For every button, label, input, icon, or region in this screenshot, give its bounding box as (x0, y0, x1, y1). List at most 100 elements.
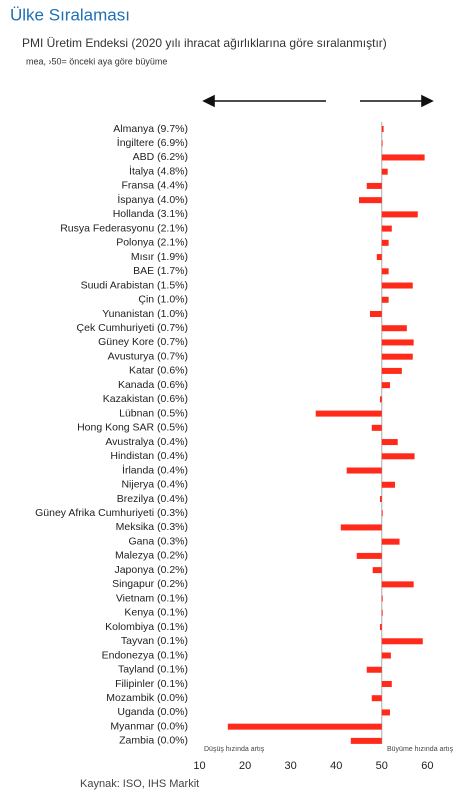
bar (356, 552, 382, 559)
y-tick-label: Lübnan (0.5%) (119, 407, 188, 419)
source: Kaynak: ISO, IHS Markit (80, 778, 199, 790)
y-tick-label: BAE (1.7%) (133, 265, 188, 277)
bar (381, 382, 390, 389)
y-tick-label: Avustralya (0.4%) (105, 436, 188, 448)
y-tick-label: Tayland (0.1%) (118, 664, 188, 676)
bar (350, 737, 382, 744)
y-tick-label: İspanya (4.0%) (117, 193, 188, 206)
bar (381, 296, 389, 303)
y-tick-label: Suudi Arabistan (1.5%) (81, 279, 188, 291)
bar (381, 268, 389, 275)
y-tick-label: Hindistan (0.4%) (110, 450, 188, 462)
y-tick-label: Nijerya (0.4%) (121, 479, 188, 491)
y-tick-label: İtalya (4.8%) (129, 164, 188, 177)
bar (381, 638, 423, 645)
bar (381, 680, 392, 687)
bar (381, 140, 383, 147)
y-tick-label: Rusya Federasyonu (2.1%) (60, 222, 188, 234)
bar (381, 154, 425, 161)
y-tick-label: İngiltere (6.9%) (117, 136, 188, 149)
y-tick-label: Kanada (0.6%) (118, 379, 188, 391)
bar (381, 126, 384, 132)
y-tick-label: Tayvan (0.1%) (121, 635, 188, 647)
y-tick-label: Filipinler (0.1%) (115, 678, 188, 690)
y-tick-label: Polonya (2.1%) (116, 237, 188, 249)
bar (315, 410, 382, 417)
y-tick-label: Singapur (0.2%) (112, 578, 188, 590)
bar (381, 581, 414, 588)
bar (381, 481, 395, 488)
bar (381, 325, 407, 332)
bar (366, 666, 382, 673)
bar (381, 453, 415, 460)
bar (346, 467, 382, 474)
bar (381, 168, 388, 175)
y-tick-label: Meksika (0.3%) (116, 521, 188, 533)
y-tick-label: Kazakistan (0.6%) (103, 393, 188, 405)
y-tick-label: Gana (0.3%) (128, 535, 188, 547)
bar (381, 652, 391, 659)
bar (381, 609, 383, 616)
bar (381, 709, 390, 716)
bar (381, 211, 418, 218)
y-tick-label: Yunanistan (1.0%) (102, 308, 188, 320)
y-tick-label: Almanya (9.7%) (113, 123, 188, 135)
y-tick-label: Hollanda (3.1%) (113, 208, 188, 220)
x-tick-label: 30 (285, 760, 297, 772)
y-tick-label: Kolombiya (0.1%) (105, 621, 188, 633)
bar (379, 495, 382, 502)
chart-subtitle: PMI Üretim Endeksi (2020 yılı ihracat ağ… (22, 36, 387, 50)
annotation: Büyüme hızında artış (387, 746, 454, 753)
bar (366, 182, 382, 189)
bar (227, 723, 382, 730)
y-tick-label: Katar (0.6%) (129, 365, 188, 377)
y-tick-label: Kenya (0.1%) (124, 607, 188, 619)
y-tick-label: Avusturya (0.7%) (108, 350, 188, 362)
bar (376, 254, 382, 261)
chart-note: mea, ›50= önceki aya göre büyüme (26, 56, 167, 66)
bar (372, 567, 382, 574)
y-tick-label: Çin (1.0%) (138, 294, 188, 306)
bar (381, 595, 383, 602)
y-tick-label: İrlanda (0.4%) (122, 463, 188, 476)
bar (381, 367, 402, 374)
y-tick-label: Mozambik (0.0%) (106, 692, 188, 704)
x-tick-label: 60 (421, 760, 433, 772)
y-tick-label: Malezya (0.2%) (115, 550, 188, 562)
bar (379, 396, 382, 403)
bar (381, 353, 413, 360)
x-tick-label: 20 (239, 760, 251, 772)
y-tick-label: Vietnam (0.1%) (116, 592, 188, 604)
bar (381, 339, 414, 346)
chart-title: Ülke Sıralaması (10, 5, 130, 24)
y-tick-label: Güney Kore (0.7%) (98, 336, 188, 348)
y-tick-label: Japonya (0.2%) (114, 564, 188, 576)
bar (379, 624, 382, 631)
annotation: Düşüş hızında artış (204, 746, 265, 753)
bar (381, 282, 413, 289)
y-tick-label: ABD (6.2%) (133, 151, 188, 163)
bar (381, 510, 383, 517)
x-tick-label: 10 (193, 760, 205, 772)
bar (340, 524, 382, 531)
y-tick-label: Hong Kong SAR (0.5%) (77, 422, 188, 434)
y-tick-label: Brezilya (0.4%) (117, 493, 188, 505)
bar (371, 695, 382, 702)
bar (381, 538, 400, 545)
y-tick-label: Fransa (4.4%) (121, 180, 188, 192)
y-tick-label: Güney Afrika Cumhuriyeti (0.3%) (35, 507, 188, 519)
bar (369, 310, 382, 317)
y-tick-label: Uganda (0.0%) (117, 706, 188, 718)
bar (381, 439, 398, 446)
direction-arrows (202, 94, 434, 108)
y-tick-label: Zambia (0.0%) (119, 735, 188, 747)
y-tick-label: Myanmar (0.0%) (110, 720, 188, 732)
bar (381, 239, 389, 246)
y-tick-label: Mısır (1.9%) (131, 251, 188, 263)
bar (381, 225, 392, 232)
bar (371, 424, 382, 431)
bar (359, 197, 382, 204)
x-tick-label: 50 (376, 760, 388, 772)
y-tick-label: Endonezya (0.1%) (102, 649, 188, 661)
